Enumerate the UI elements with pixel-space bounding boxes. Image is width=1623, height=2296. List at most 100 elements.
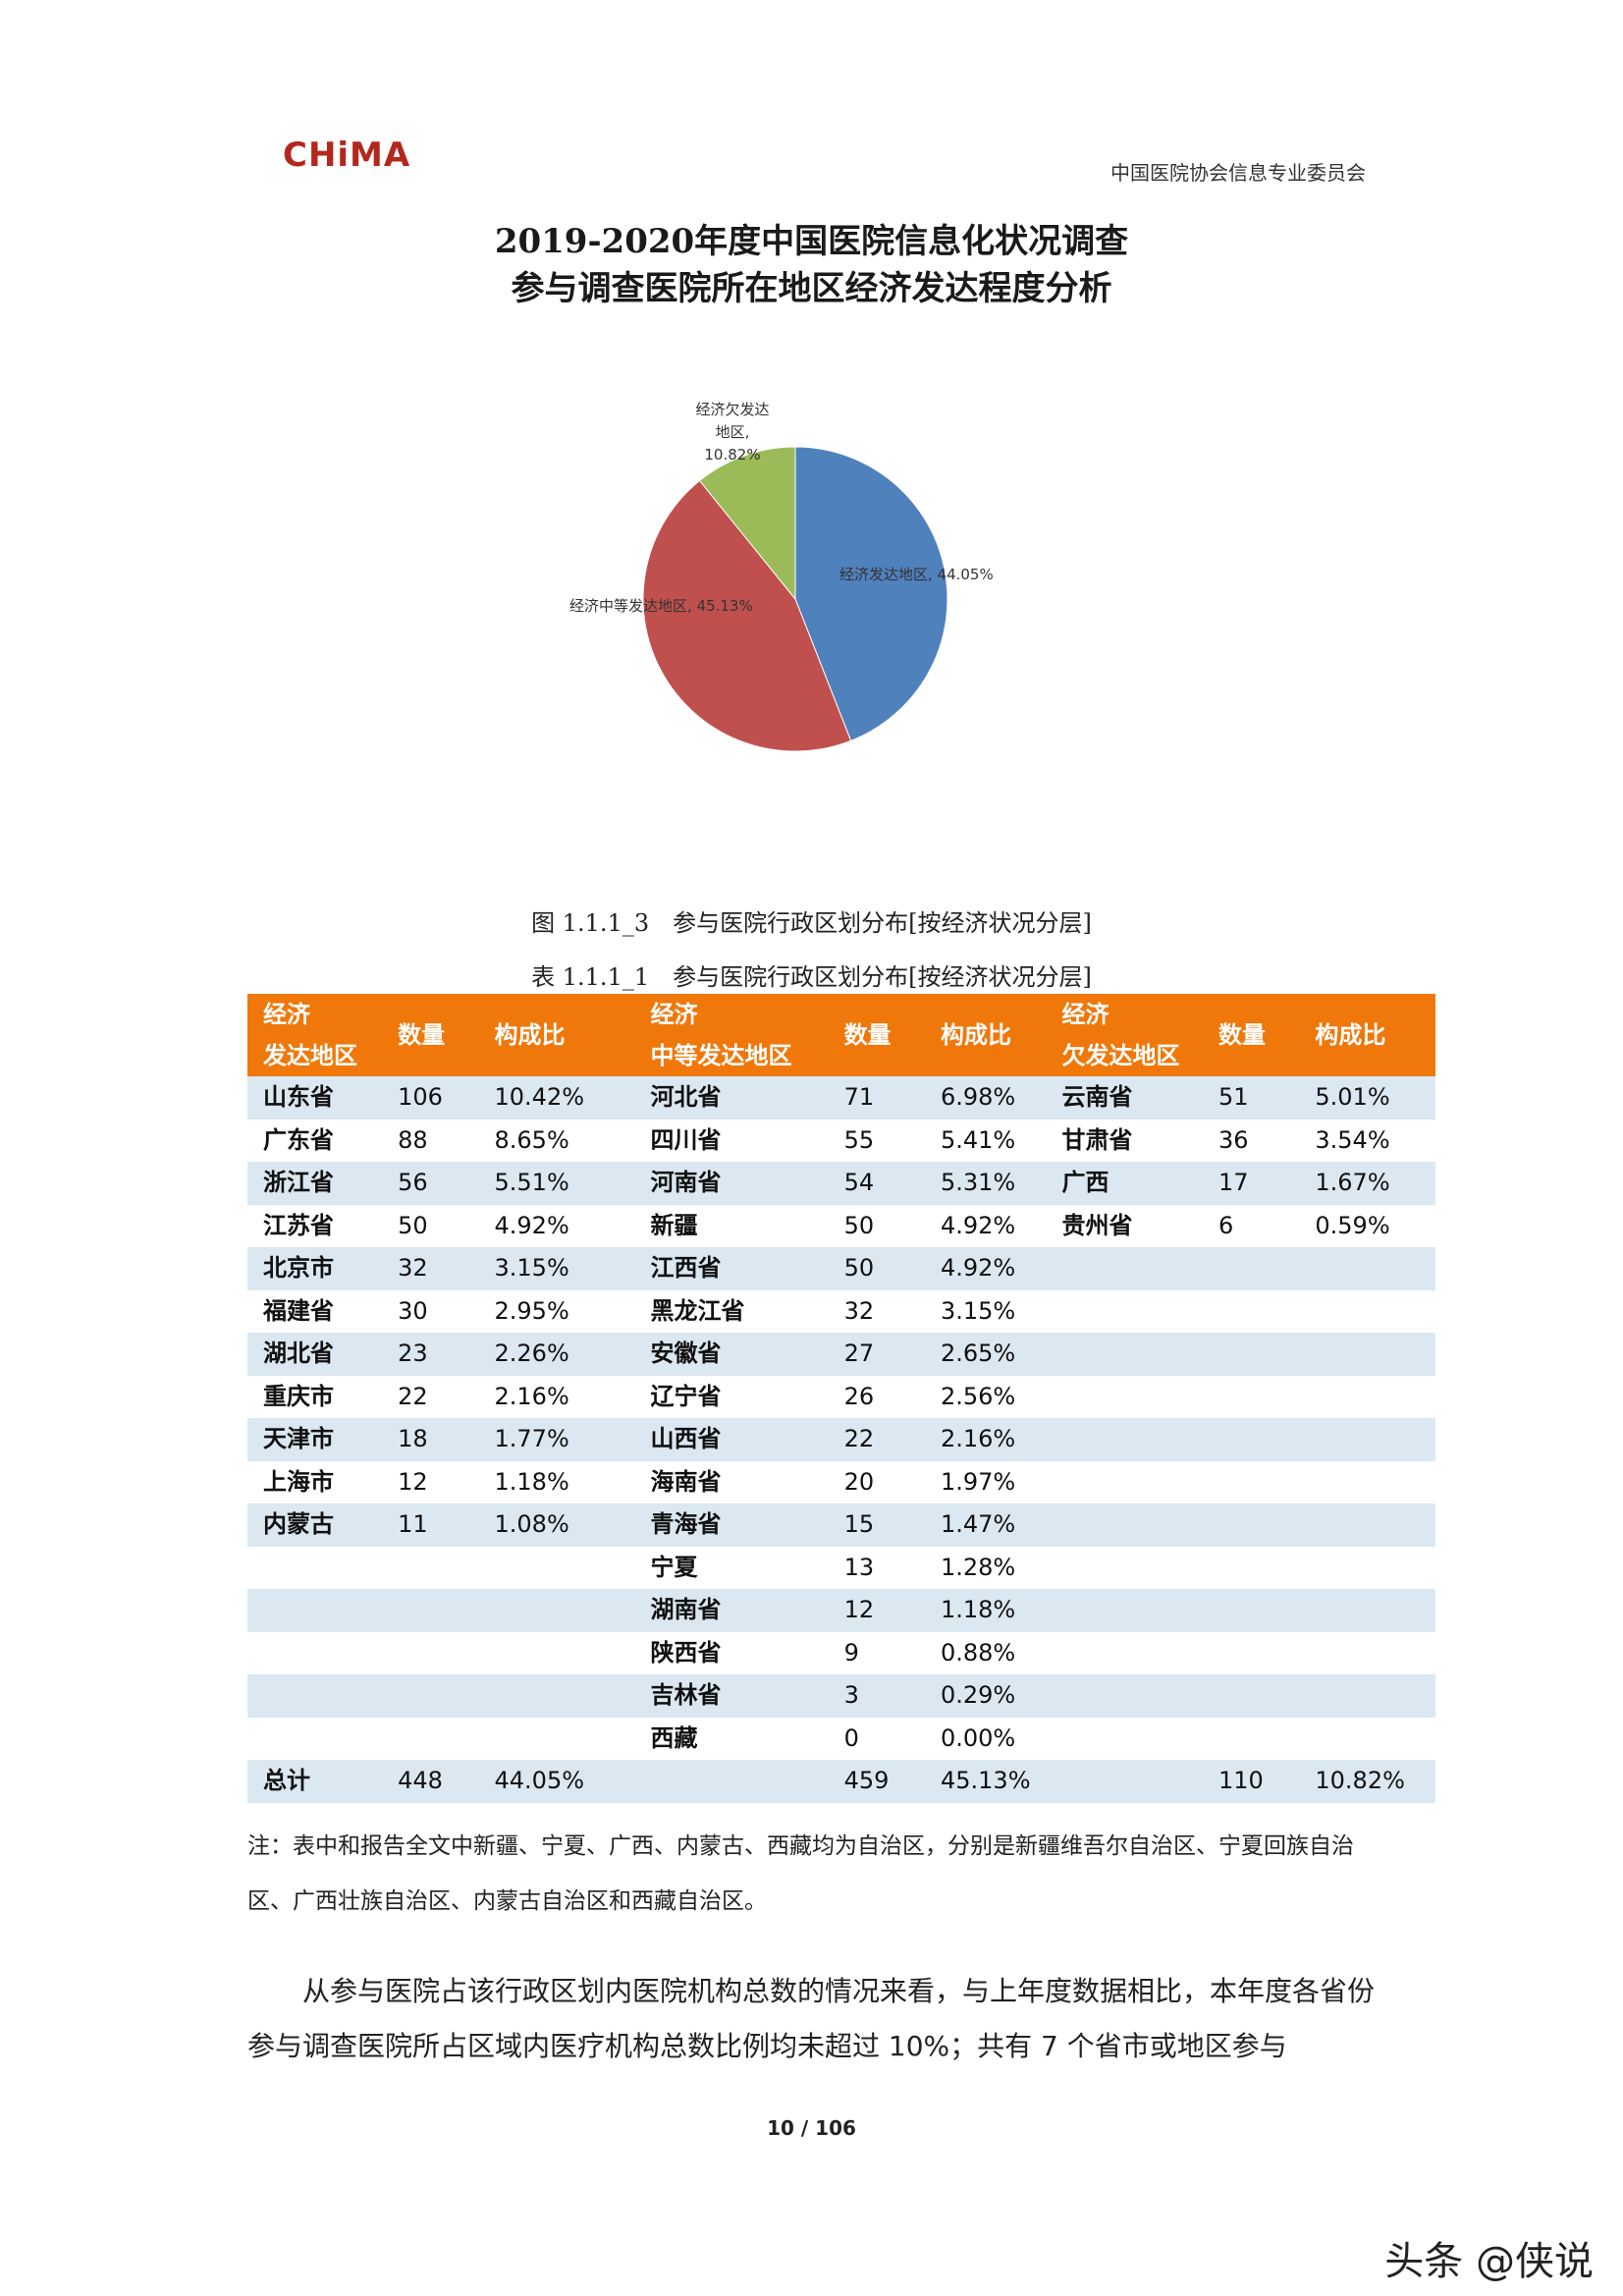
table-cell — [1046, 1503, 1203, 1547]
header-line: 发达地区 — [263, 1042, 357, 1069]
table-cell — [247, 1717, 383, 1760]
pie-slice-underdeveloped — [698, 446, 796, 601]
table-cell — [1046, 1589, 1203, 1632]
table-cell — [478, 1717, 635, 1760]
table-cell: 0.00% — [924, 1717, 1047, 1760]
table-cell: 1.18% — [478, 1460, 635, 1503]
table-cell — [1046, 1289, 1203, 1333]
table-cell: 吉林省 — [634, 1674, 829, 1718]
header-line: 构成比 — [940, 1021, 1011, 1049]
table-cell — [1202, 1589, 1300, 1632]
table-cell — [1046, 1760, 1203, 1803]
table-cell — [382, 1717, 479, 1760]
table-cell: 上海市 — [247, 1460, 383, 1503]
table-cell: 3.15% — [924, 1289, 1047, 1333]
table-cell: 黑龙江省 — [634, 1289, 829, 1333]
table-cell: 8.65% — [478, 1119, 635, 1162]
table-caption: 表 1.1.1_1 参与医院行政区划分布[按经济状况分层] — [531, 963, 1092, 991]
table-header-cell: 构成比 — [478, 994, 635, 1076]
table-row: 广东省 88 8.65% 四川省 55 5.41% 甘肃省 36 3.54% — [247, 1119, 1435, 1162]
table-cell — [382, 1589, 479, 1632]
table-cell: 20 — [828, 1460, 925, 1503]
table-row: 吉林省 3 0.29% — [247, 1674, 1435, 1718]
header-line: 经济 — [1061, 1001, 1109, 1028]
table-cell: 天津市 — [247, 1418, 383, 1461]
table-row: 浙江省 56 5.51% 河南省 54 5.31% 广西 17 1.67% — [247, 1162, 1435, 1205]
table-cell: 5.31% — [924, 1162, 1047, 1205]
table-cell — [1202, 1418, 1300, 1461]
table-cell: 内蒙古 — [247, 1503, 383, 1547]
table-cell: 江苏省 — [247, 1204, 383, 1247]
header-line: 数量 — [398, 1021, 446, 1049]
table-cell — [1046, 1375, 1203, 1418]
slice-label-underdeveloped-line1: 经济欠发达 — [695, 401, 769, 418]
table-cell — [247, 1589, 383, 1632]
table-cell: 1.47% — [924, 1503, 1047, 1547]
table-cell — [382, 1546, 479, 1589]
table-cell: 2.26% — [478, 1333, 635, 1376]
table-cell: 1.08% — [478, 1503, 635, 1547]
table-row: 湖南省 12 1.18% — [247, 1589, 1435, 1632]
table-header-cell: 经济 发达地区 — [247, 994, 383, 1076]
table-cell: 26 — [828, 1375, 925, 1418]
table-cell — [1046, 1333, 1203, 1376]
table-cell: 陕西省 — [634, 1631, 829, 1674]
table-header-cell: 构成比 — [1299, 994, 1435, 1076]
table-cell: 106 — [382, 1076, 479, 1120]
table-cell — [1202, 1375, 1300, 1418]
table-header-cell: 数量 — [828, 994, 925, 1076]
page-title-line2: 参与调查医院所在地区经济发达程度分析 — [511, 269, 1112, 308]
region-distribution-table: 经济 发达地区 数量 构成比 经济 中等发达地区 数量 构成比 经济 欠发达地区 数量 构成比 山东省… — [247, 994, 1435, 1803]
table-cell — [1299, 1546, 1435, 1589]
table-cell: 江西省 — [634, 1247, 829, 1290]
table-cell: 13 — [828, 1546, 925, 1589]
table-cell: 湖南省 — [634, 1589, 829, 1632]
table-total-row: 总计 448 44.05% 459 45.13% 110 10.82% — [247, 1760, 1435, 1803]
table-cell: 50 — [382, 1204, 479, 1247]
table-cell: 50 — [828, 1247, 925, 1290]
table-cell: 1.18% — [924, 1589, 1047, 1632]
table-cell — [1202, 1289, 1300, 1333]
table-header-cell: 经济 中等发达地区 — [634, 994, 829, 1076]
table-cell — [478, 1589, 635, 1632]
table-row: 山东省 106 10.42% 河北省 71 6.98% 云南省 51 5.01% — [247, 1076, 1435, 1120]
table-cell — [382, 1631, 479, 1674]
table-cell — [634, 1760, 829, 1803]
table-row: 重庆市 22 2.16% 辽宁省 26 2.56% — [247, 1375, 1435, 1418]
table-cell: 4.92% — [924, 1204, 1047, 1247]
table-cell — [1299, 1289, 1435, 1333]
table-cell: 2.56% — [924, 1375, 1047, 1418]
table-row: 天津市 18 1.77% 山西省 22 2.16% — [247, 1418, 1435, 1461]
table-cell: 四川省 — [634, 1119, 829, 1162]
header-line: 中等发达地区 — [650, 1042, 792, 1069]
table-cell — [1299, 1418, 1435, 1461]
table-header-cell: 数量 — [1202, 994, 1300, 1076]
table-cell: 88 — [382, 1119, 479, 1162]
table-cell — [1202, 1674, 1300, 1718]
table-row: 福建省 30 2.95% 黑龙江省 32 3.15% — [247, 1289, 1435, 1333]
table-cell: 5.51% — [478, 1162, 635, 1205]
slice-label-underdeveloped-line3: 10.82% — [704, 446, 760, 464]
table-cell: 71 — [828, 1076, 925, 1120]
watermark: 头条 @侠说 — [1384, 2239, 1594, 2284]
table-header-cell: 构成比 — [924, 994, 1047, 1076]
table-cell: 6.98% — [924, 1076, 1047, 1120]
organization-name: 中国医院协会信息专业委员会 — [1110, 161, 1366, 185]
table-cell: 福建省 — [247, 1289, 383, 1333]
table-cell — [1202, 1503, 1300, 1547]
table-cell — [1202, 1247, 1300, 1290]
table-cell: 55 — [828, 1119, 925, 1162]
table-cell: 安徽省 — [634, 1333, 829, 1376]
table-cell: 22 — [382, 1375, 479, 1418]
table-cell: 18 — [382, 1418, 479, 1461]
header-line: 数量 — [1217, 1021, 1266, 1049]
table-cell: 0.29% — [924, 1674, 1047, 1718]
table-row: 内蒙古 11 1.08% 青海省 15 1.47% — [247, 1503, 1435, 1547]
table-cell: 32 — [828, 1289, 925, 1333]
table-row: 宁夏 13 1.28% — [247, 1546, 1435, 1589]
table-cell: 32 — [382, 1247, 479, 1290]
header-line: 经济 — [650, 1001, 698, 1028]
table-cell: 2.16% — [924, 1418, 1047, 1461]
slice-label-developed: 经济发达地区, 44.05% — [839, 566, 994, 583]
table-cell: 云南省 — [1046, 1076, 1203, 1120]
